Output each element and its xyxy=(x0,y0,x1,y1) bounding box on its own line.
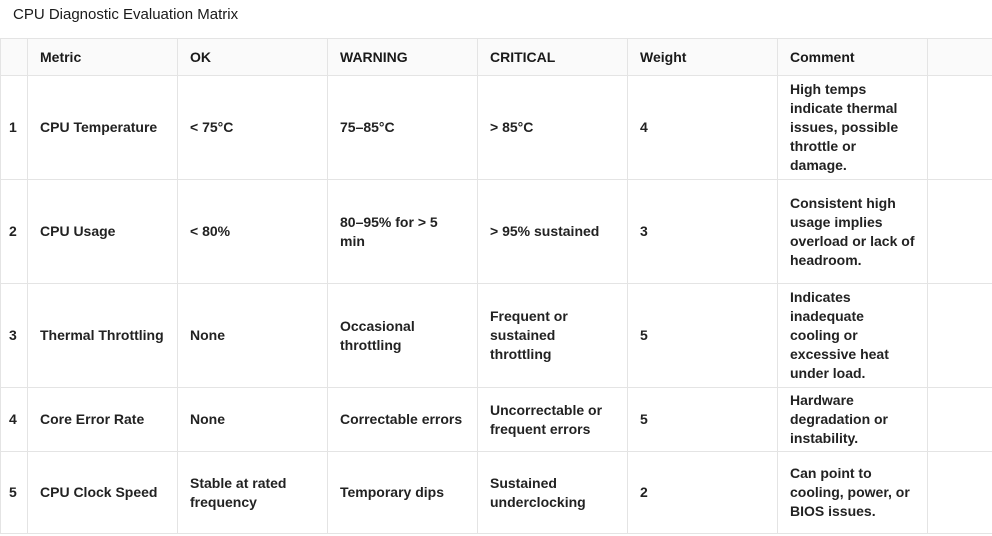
cell-comment[interactable]: Consistent high usage implies overload o… xyxy=(777,179,928,284)
table-row: 4 Core Error Rate None Correctable error… xyxy=(0,387,992,452)
cell-weight[interactable]: 3 xyxy=(627,179,778,284)
cell-critical[interactable]: Uncorrectable or frequent errors xyxy=(477,387,628,452)
cell-ok[interactable]: None xyxy=(177,283,328,388)
cell-metric[interactable]: Thermal Throttling xyxy=(27,283,178,388)
cell-metric[interactable]: Core Error Rate xyxy=(27,387,178,452)
cell-warning[interactable]: 75–85°C xyxy=(327,75,478,180)
table-header-row: Metric OK WARNING CRITICAL Weight Commen… xyxy=(0,38,992,76)
page-title: CPU Diagnostic Evaluation Matrix xyxy=(13,6,239,23)
table-row: 3 Thermal Throttling None Occasional thr… xyxy=(0,283,992,388)
cell-warning[interactable]: Temporary dips xyxy=(327,451,478,534)
cell-ok[interactable]: < 75°C xyxy=(177,75,328,180)
cell-metric[interactable]: CPU Temperature xyxy=(27,75,178,180)
cell-empty xyxy=(927,75,992,180)
row-index: 1 xyxy=(0,75,28,180)
column-header-metric[interactable]: Metric xyxy=(27,38,178,76)
cell-warning[interactable]: Correctable errors xyxy=(327,387,478,452)
cell-weight[interactable]: 5 xyxy=(627,387,778,452)
cell-weight[interactable]: 4 xyxy=(627,75,778,180)
cell-critical[interactable]: > 95% sustained xyxy=(477,179,628,284)
table-row: 1 CPU Temperature < 75°C 75–85°C > 85°C … xyxy=(0,75,992,180)
cell-ok[interactable]: None xyxy=(177,387,328,452)
row-index: 5 xyxy=(0,451,28,534)
cell-ok[interactable]: < 80% xyxy=(177,179,328,284)
cell-critical[interactable]: > 85°C xyxy=(477,75,628,180)
row-index: 3 xyxy=(0,283,28,388)
row-index: 4 xyxy=(0,387,28,452)
cell-empty xyxy=(927,451,992,534)
cell-empty xyxy=(927,283,992,388)
cell-ok[interactable]: Stable at rated frequency xyxy=(177,451,328,534)
cell-empty xyxy=(927,387,992,452)
table-row: 5 CPU Clock Speed Stable at rated freque… xyxy=(0,451,992,534)
cell-critical[interactable]: Frequent or sustained throttling xyxy=(477,283,628,388)
column-header-empty xyxy=(927,38,992,76)
table-row: 2 CPU Usage < 80% 80–95% for > 5 min > 9… xyxy=(0,179,992,284)
column-header-warning[interactable]: WARNING xyxy=(327,38,478,76)
cell-empty xyxy=(927,179,992,284)
cell-comment[interactable]: High temps indicate thermal issues, poss… xyxy=(777,75,928,180)
cell-critical[interactable]: Sustained underclocking xyxy=(477,451,628,534)
cell-warning[interactable]: 80–95% for > 5 min xyxy=(327,179,478,284)
cell-weight[interactable]: 5 xyxy=(627,283,778,388)
row-index: 2 xyxy=(0,179,28,284)
cell-comment[interactable]: Hardware degradation or instability. xyxy=(777,387,928,452)
cell-weight[interactable]: 2 xyxy=(627,451,778,534)
cell-metric[interactable]: CPU Usage xyxy=(27,179,178,284)
column-header-ok[interactable]: OK xyxy=(177,38,328,76)
cell-metric[interactable]: CPU Clock Speed xyxy=(27,451,178,534)
evaluation-matrix-table: Metric OK WARNING CRITICAL Weight Commen… xyxy=(0,38,992,534)
column-header-comment[interactable]: Comment xyxy=(777,38,928,76)
cell-warning[interactable]: Occasional throttling xyxy=(327,283,478,388)
cell-comment[interactable]: Can point to cooling, power, or BIOS iss… xyxy=(777,451,928,534)
column-header-critical[interactable]: CRITICAL xyxy=(477,38,628,76)
column-header-index xyxy=(0,38,28,76)
cell-comment[interactable]: Indicates inadequate cooling or excessiv… xyxy=(777,283,928,388)
column-header-weight[interactable]: Weight xyxy=(627,38,778,76)
